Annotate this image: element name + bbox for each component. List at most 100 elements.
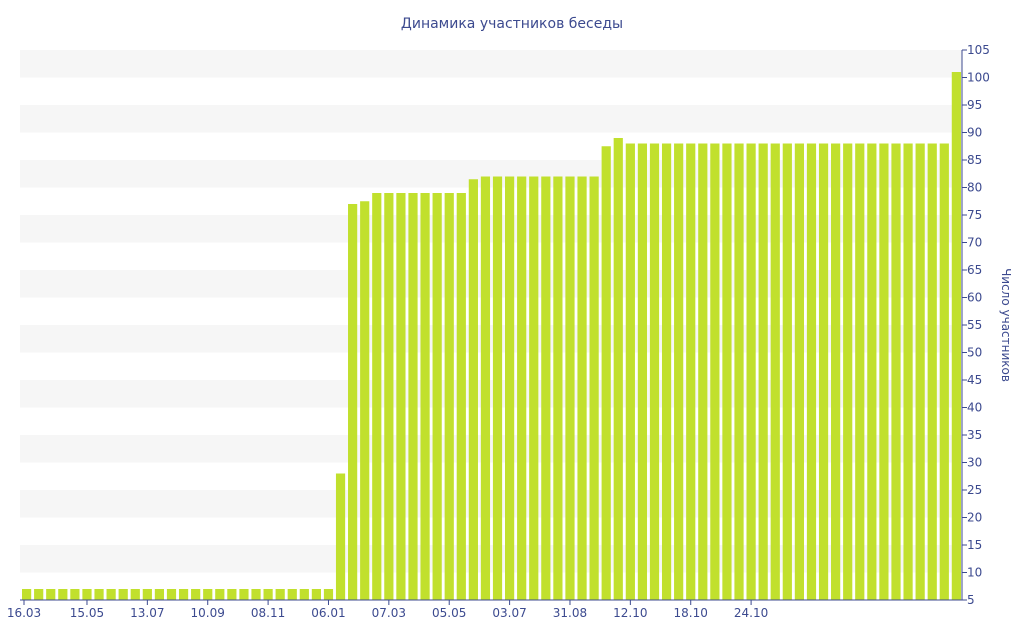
- y-tick-label: 80: [967, 181, 982, 195]
- x-tick-label: 08.11: [251, 606, 285, 620]
- bar: [698, 143, 708, 600]
- x-tick-label: 18.10: [674, 606, 708, 620]
- bar: [541, 176, 551, 600]
- y-tick-label: 50: [967, 346, 982, 360]
- bar: [46, 589, 56, 600]
- x-tick-label: 24.10: [734, 606, 768, 620]
- bar: [674, 143, 684, 600]
- bar: [637, 143, 648, 600]
- bar: [34, 589, 44, 600]
- bar: [299, 589, 309, 600]
- x-tick-label: 12.10: [613, 606, 647, 620]
- y-tick-label: 65: [967, 263, 982, 277]
- bar: [191, 589, 201, 600]
- bar: [758, 143, 768, 600]
- y-tick-label: 20: [967, 511, 982, 525]
- bar: [782, 143, 792, 600]
- y-tick-label: 10: [967, 566, 982, 580]
- bar: [661, 143, 672, 600]
- bar: [263, 589, 273, 600]
- bar: [939, 143, 949, 600]
- bar: [166, 589, 177, 600]
- x-tick-label: 13.07: [130, 606, 164, 620]
- bar: [734, 143, 744, 600]
- x-tick-label: 16.03: [7, 606, 41, 620]
- bar: [722, 143, 732, 600]
- bar: [82, 589, 92, 600]
- x-tick-label: 10.09: [191, 606, 225, 620]
- bar: [867, 143, 877, 600]
- bar: [456, 193, 466, 600]
- bar: [275, 589, 285, 600]
- bar: [360, 201, 370, 600]
- grid-band: [20, 325, 962, 353]
- grid-band: [20, 50, 962, 78]
- bar: [420, 193, 430, 600]
- y-tick-label: 90: [967, 126, 982, 140]
- bar: [432, 193, 442, 600]
- bar: [818, 143, 829, 600]
- y-tick-label: 35: [967, 428, 982, 442]
- y-tick-label: 25: [967, 483, 982, 497]
- y-tick-label: 55: [967, 318, 982, 332]
- bar: [915, 143, 925, 600]
- bar: [843, 143, 853, 600]
- bar: [891, 143, 901, 600]
- bar: [94, 589, 104, 600]
- bar: [106, 589, 116, 600]
- bar: [686, 143, 696, 600]
- bar: [529, 176, 539, 600]
- bar: [831, 143, 841, 600]
- bar: [468, 179, 478, 600]
- x-tick-label: 05.05: [432, 606, 466, 620]
- grid-band: [20, 490, 962, 518]
- bar: [118, 589, 128, 600]
- bar: [879, 143, 889, 600]
- bar: [311, 589, 321, 600]
- x-tick-label: 06.01: [311, 606, 345, 620]
- y-tick-label: 30: [967, 456, 982, 470]
- bar: [903, 143, 913, 600]
- bar: [806, 143, 817, 600]
- bar: [335, 473, 346, 600]
- grid-bands: [20, 50, 962, 573]
- grid-band: [20, 545, 962, 573]
- bar: [396, 193, 406, 600]
- grid-band: [20, 215, 962, 243]
- bar: [746, 143, 756, 600]
- bar: [927, 143, 937, 600]
- bar: [408, 193, 418, 600]
- bar: [855, 143, 865, 600]
- bar: [384, 193, 394, 600]
- chart-title: Динамика участников беседы: [401, 16, 623, 32]
- bar: [227, 589, 237, 600]
- bar: [323, 589, 334, 600]
- x-tick-label: 07.03: [372, 606, 406, 620]
- y-tick-label: 15: [967, 538, 982, 552]
- bar: [142, 589, 152, 600]
- y-tick-label: 100: [967, 71, 990, 85]
- bar: [625, 143, 635, 600]
- y-axis-ticks: 5 10 15 20 25 30 35 40 45 50 55 60 65 70 75 80 85 90 95 100…: [962, 43, 990, 607]
- bar: [154, 589, 165, 600]
- bar: [215, 589, 225, 600]
- y-tick-label: 95: [967, 98, 982, 112]
- bar: [613, 138, 623, 600]
- bar: [203, 589, 213, 600]
- bar: [589, 176, 599, 600]
- x-tick-label: 03.07: [492, 606, 526, 620]
- bar: [577, 176, 587, 600]
- bar: [794, 143, 804, 600]
- y-tick-label: 60: [967, 291, 982, 305]
- bar: [770, 143, 780, 600]
- bar: [565, 176, 575, 600]
- bar: [348, 204, 358, 600]
- grid-band: [20, 160, 962, 188]
- bar: [480, 176, 491, 600]
- bar: [70, 589, 80, 600]
- bar: [287, 589, 297, 600]
- x-tick-label: 15.05: [70, 606, 104, 620]
- grid-band: [20, 270, 962, 298]
- grid-band: [20, 105, 962, 133]
